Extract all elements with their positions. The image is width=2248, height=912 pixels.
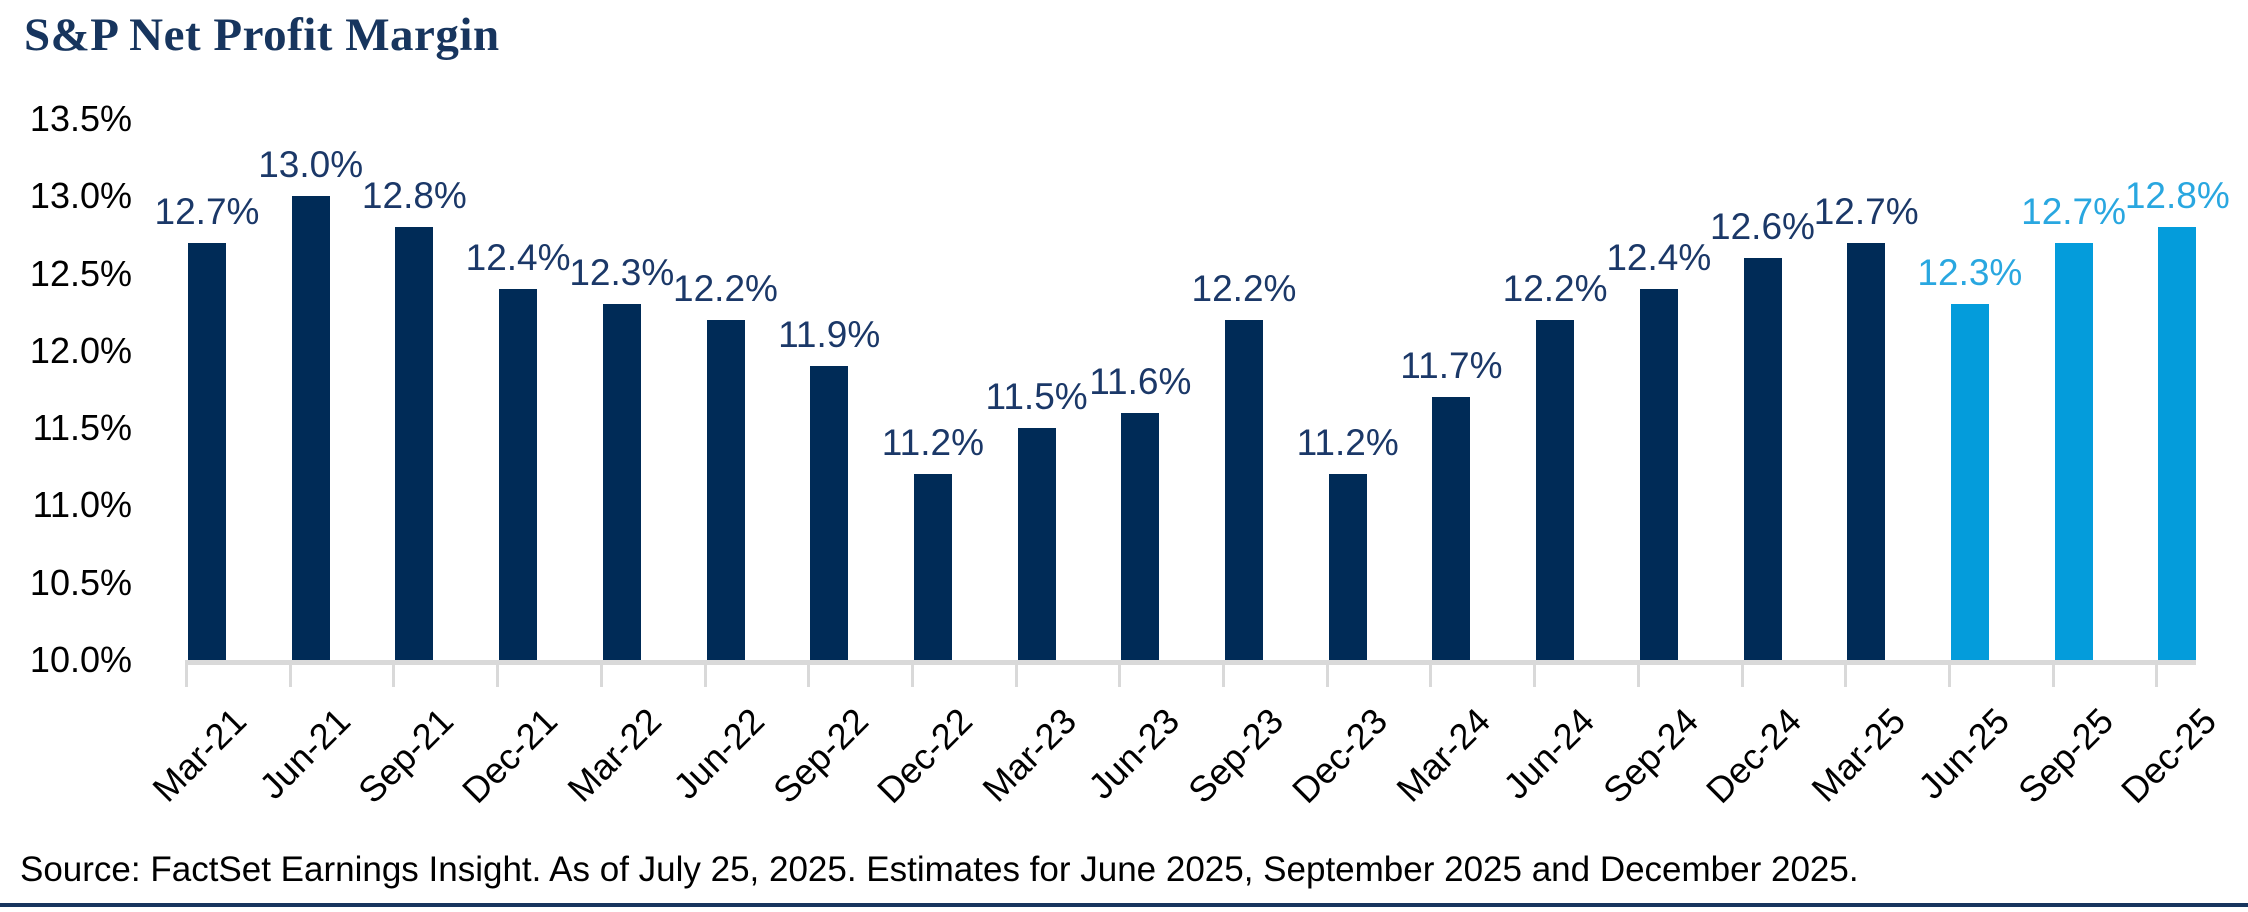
x-axis-tick [1222,660,1225,687]
y-axis-tick-label: 12.0% [29,329,132,371]
x-axis-category-label-text: Jun-24 [1495,700,1603,807]
bar-Mar-23 [1017,428,1056,660]
bar-Sep-23 [1225,319,1263,660]
bar-Mar-25 [1847,242,1886,660]
bar-Mar-22 [602,304,641,660]
y-axis-tick-label: 10.5% [29,561,132,603]
bottom-rule-divider [0,903,2248,907]
y-axis-tick-label: 10.0% [29,639,132,680]
bar-value-label-Dec-24: 12.6% [1710,206,1815,248]
x-axis-tick [185,660,188,687]
bar-Jun-24 [1536,319,1575,660]
bar-Sep-25 [2054,242,2093,660]
x-axis-tick [1740,660,1744,687]
bar-Jun-22 [706,319,745,660]
bar-Dec-21 [499,288,538,660]
bar-Mar-21 [188,242,226,660]
bar-value-label-Jun-25: 12.3% [1917,252,2023,294]
x-axis-category-label-text: Mar-23 [973,700,1084,810]
bar-value-label-Jun-21: 13.0% [258,144,364,186]
x-axis-category-label-text: Dec-21 [454,700,566,812]
x-axis-tick [599,660,603,687]
bar-Dec-22 [913,474,952,660]
y-axis-tick-label: 13.0% [29,175,132,217]
bar-value-label-Dec-21: 12.4% [465,236,571,278]
bar-value-label-Sep-25: 12.7% [2021,190,2127,232]
bar-value-label-Sep-22: 11.9% [778,314,881,356]
bar-value-label-Sep-23: 12.2% [1191,267,1297,309]
bar-value-label-Mar-24: 11.7% [1400,345,1503,387]
x-axis-category-label-text: Dec-24 [1698,700,1810,812]
source-note: Source: FactSet Earnings Insight. As of … [20,850,1859,889]
x-axis-category-label-text: Mar-21 [144,700,254,810]
x-axis-category-label-text: Sep-25 [2009,700,2121,812]
bar-value-label-Jun-22: 12.2% [673,267,778,309]
bar-value-label-Dec-22: 11.2% [881,422,984,464]
x-axis-category-label-text: Dec-23 [1283,700,1395,812]
x-axis-category-label-text: Jun-22 [665,700,773,807]
bar-Sep-24 [1639,288,1678,660]
x-axis-tick [1947,660,1951,687]
bar-Jun-21 [291,196,330,660]
x-axis-category-label-text: Jun-25 [1910,700,2017,807]
bar-Sep-21 [395,227,434,660]
x-axis-tick [392,660,396,687]
x-axis-tick [1118,660,1122,687]
x-axis-tick [1325,660,1329,687]
x-axis-tick [1014,660,1018,687]
x-axis-line [185,660,2197,665]
x-axis-tick [288,660,292,687]
x-axis-category-label-text: Mar-25 [1803,700,1914,810]
x-axis-category-label-text: Sep-21 [350,700,462,812]
x-axis-tick [1429,660,1433,687]
x-axis-category-label-text: Sep-22 [765,700,877,812]
x-axis-category-label-text: Dec-22 [868,700,980,812]
x-axis-tick [1533,660,1537,687]
bar-value-label-Mar-21: 12.7% [154,190,260,232]
bar-Dec-24 [1743,258,1782,660]
bar-Sep-22 [810,366,849,660]
bar-Mar-24 [1432,397,1471,660]
bar-value-label-Mar-22: 12.3% [569,252,675,294]
x-axis-category-label-text: Mar-22 [559,700,669,810]
x-axis-category-label-text: Jun-23 [1080,700,1188,807]
bar-value-label-Dec-23: 11.2% [1296,422,1399,464]
y-axis-tick-label: 13.5% [29,97,132,139]
x-axis-tick [703,660,707,687]
x-axis-category-label-text: Jun-21 [250,700,358,807]
bar-Dec-23 [1328,474,1367,660]
x-axis-category-label-text: Sep-24 [1594,700,1706,812]
x-axis-tick [496,660,500,687]
x-axis-tick [2051,660,2055,687]
bar-value-label-Mar-23: 11.5% [985,376,1088,418]
bar-value-label-Sep-21: 12.8% [361,175,467,217]
x-axis-category-label-text: Dec-25 [2113,700,2225,812]
x-axis-category-label-text: Sep-23 [1179,700,1291,812]
bar-Jun-23 [1121,412,1160,660]
x-axis-tick [2155,660,2159,687]
bar-value-label-Jun-24: 12.2% [1502,267,1608,309]
y-axis-tick-label: 12.5% [29,252,132,294]
y-axis-tick-label: 11.5% [32,407,132,449]
x-axis-tick [910,660,914,687]
bar-value-label-Dec-25: 12.8% [2124,175,2230,217]
x-axis-category-label-text: Mar-24 [1388,700,1499,810]
bar-Dec-25 [2158,227,2197,660]
bar-value-label-Sep-24: 12.4% [1606,236,1712,278]
y-axis-tick-label: 11.0% [32,484,132,526]
chart-title: S&P Net Profit Margin [24,9,500,61]
x-axis-tick [1844,660,1848,687]
x-axis-tick [1636,660,1640,687]
bar-value-label-Jun-23: 11.6% [1089,360,1192,402]
x-axis-tick [807,660,811,687]
bar-value-label-Mar-25: 12.7% [1813,190,1919,232]
bar-Jun-25 [1950,304,1989,660]
